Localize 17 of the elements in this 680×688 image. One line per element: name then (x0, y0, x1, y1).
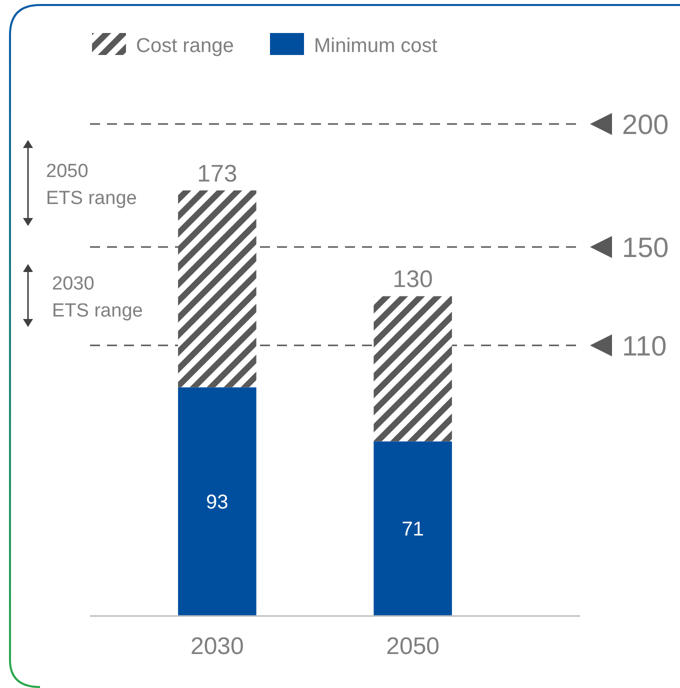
x-tick-label: 2050 (386, 633, 440, 660)
annotation: 2030 ETS range (52, 274, 143, 322)
legend-label: Cost range (136, 35, 234, 57)
bar (178, 190, 256, 388)
legend-label: Minimum cost (314, 35, 438, 57)
bar (178, 387, 256, 616)
ref-line-label: 200 (622, 109, 669, 140)
total-label: 173 (197, 160, 238, 188)
data-label: 93 (206, 492, 228, 514)
bar (374, 296, 452, 442)
bar (374, 441, 452, 616)
x-tick-label: 2030 (190, 633, 244, 660)
annotation: 2050 ETS range (46, 161, 137, 209)
total-label: 130 (392, 266, 433, 294)
data-label: 71 (402, 518, 424, 541)
ref-line-label: 150 (622, 232, 669, 263)
ref-line-label: 110 (622, 330, 667, 362)
